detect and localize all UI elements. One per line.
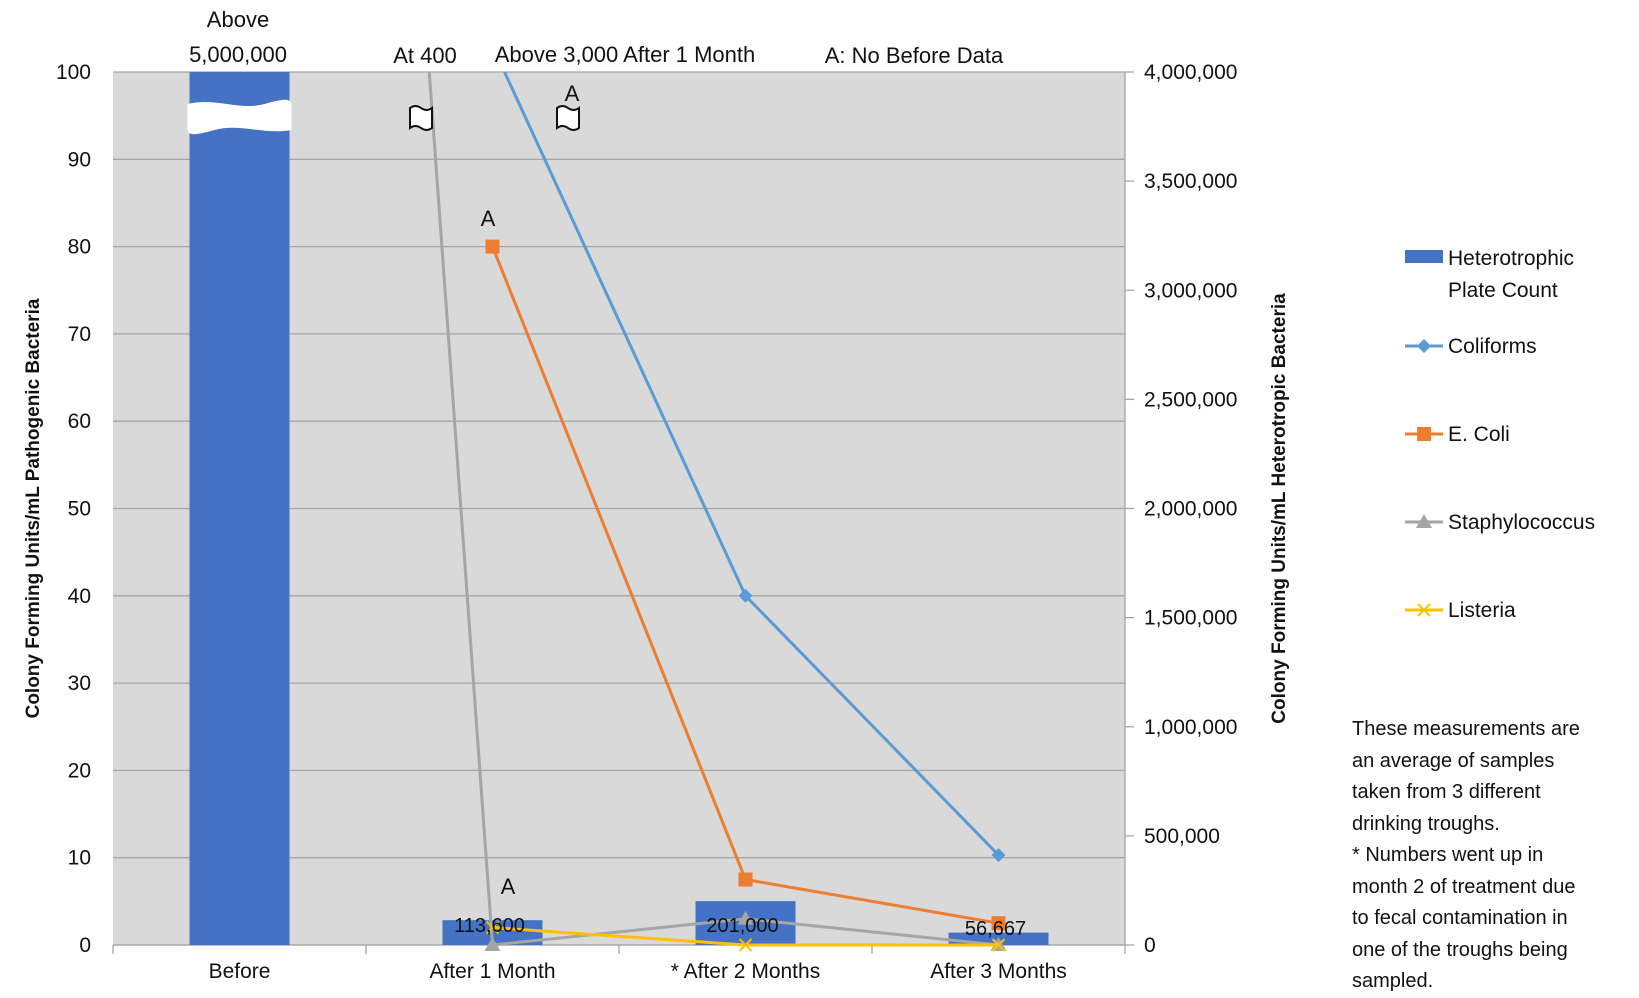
left-tick-label: 20 bbox=[68, 759, 91, 782]
point-marker bbox=[738, 938, 753, 952]
bar-data-labels: 113,600 201,000 56,667 bbox=[454, 915, 1026, 940]
axis-break-mark bbox=[187, 99, 292, 135]
category-label: After 1 Month bbox=[429, 960, 555, 983]
point-marker bbox=[485, 239, 500, 254]
line-series-group bbox=[485, 920, 1006, 952]
left-tick-label: 70 bbox=[68, 323, 91, 346]
point-marker bbox=[991, 916, 1006, 931]
right-tick-label: 2,500,000 bbox=[1144, 388, 1237, 411]
point-marker bbox=[738, 588, 753, 603]
left-tick-label: 90 bbox=[68, 148, 91, 171]
series-line bbox=[492, 926, 999, 947]
bar-data-label: 201,000 bbox=[706, 915, 778, 937]
left-tick-label: 50 bbox=[68, 498, 91, 521]
line-series-group bbox=[485, 239, 1006, 931]
right-tick-label: 3,500,000 bbox=[1144, 170, 1237, 193]
a-listeria-annotation: A bbox=[501, 874, 516, 899]
legend-label: Coliforms bbox=[1448, 335, 1537, 358]
line-series bbox=[409, 71, 1007, 952]
legend-item: Listeria bbox=[1405, 599, 1516, 622]
coliform-annotation: Above 3,000 After 1 Month bbox=[495, 42, 756, 67]
left-tick-label: 0 bbox=[79, 934, 91, 957]
footnote-text: These measurements are an average of sam… bbox=[1352, 718, 1580, 992]
a-coliform-annotation: A bbox=[565, 81, 580, 106]
point-marker bbox=[1416, 514, 1432, 528]
legend: Heterotrophic Plate Count Coliforms E. Coli… bbox=[1405, 247, 1595, 622]
bar-series bbox=[187, 72, 1049, 945]
right-tick-label: 1,500,000 bbox=[1144, 607, 1237, 630]
legend-item: Heterotrophic Plate Count bbox=[1405, 247, 1574, 302]
bar-data-label: 56,667 bbox=[965, 918, 1026, 940]
series-line bbox=[491, 246, 999, 925]
left-tick-label: 30 bbox=[68, 672, 91, 695]
legend-label: Staphylococcus bbox=[1448, 511, 1595, 534]
right-tick-label: 500,000 bbox=[1144, 825, 1220, 848]
point-marker bbox=[1417, 427, 1431, 441]
legend-label: Listeria bbox=[1448, 599, 1516, 622]
before-annotation-line2: 5,000,000 bbox=[189, 42, 287, 67]
right-axis-title: Colony Forming Units/mL Heterotropic Bac… bbox=[1269, 293, 1290, 724]
left-tick-label: 10 bbox=[68, 847, 91, 870]
bar-data-label: 113,600 bbox=[454, 915, 525, 937]
staph-annotation: At 400 bbox=[393, 43, 457, 68]
line-series-group bbox=[503, 71, 1006, 863]
bar bbox=[189, 72, 290, 945]
right-axis: 0 500,000 1,000,000 1,500,000 2,000,000 2,500… bbox=[1124, 61, 1290, 957]
point-marker bbox=[484, 937, 501, 951]
category-label: After 3 Months bbox=[930, 960, 1067, 983]
category-label: Before bbox=[209, 960, 271, 983]
legend-item: E. Coli bbox=[1405, 423, 1510, 446]
right-tick-label: 0 bbox=[1144, 934, 1156, 957]
right-tick-label: 3,000,000 bbox=[1144, 279, 1237, 302]
left-axis-title: Colony Forming Units/mL Pathogenic Bacte… bbox=[23, 298, 44, 718]
category-label: * After 2 Months bbox=[671, 960, 820, 983]
point-marker bbox=[737, 910, 754, 925]
point-marker bbox=[1417, 339, 1431, 353]
left-tick-label: 100 bbox=[56, 61, 91, 84]
series-line bbox=[503, 71, 1000, 857]
category-axis: Before After 1 Month * After 2 Months After… bbox=[112, 944, 1126, 983]
legend-swatch bbox=[1405, 250, 1443, 263]
left-axis: 0 10 20 30 40 50 60 70 80 90 100 Colony Forming Uni… bbox=[23, 61, 91, 957]
point-marker bbox=[1417, 603, 1431, 617]
right-tick-label: 2,000,000 bbox=[1144, 498, 1237, 521]
point-marker bbox=[991, 938, 1006, 952]
legend-label: Heterotrophic bbox=[1448, 247, 1574, 270]
a-ecoli-annotation: A bbox=[481, 206, 496, 231]
right-tick-label: 1,000,000 bbox=[1144, 716, 1237, 739]
legend-label-line2: Plate Count bbox=[1448, 279, 1558, 302]
left-tick-label: 80 bbox=[68, 236, 91, 259]
point-marker bbox=[991, 848, 1006, 863]
legend-label: E. Coli bbox=[1448, 423, 1510, 446]
annotations: Above 5,000,000 At 400 Above 3,000 After… bbox=[189, 7, 1004, 899]
series-line bbox=[427, 71, 999, 947]
legend-item: Staphylococcus bbox=[1405, 511, 1595, 534]
left-tick-label: 60 bbox=[68, 410, 91, 433]
point-marker bbox=[738, 872, 753, 887]
key-annotation: A: No Before Data bbox=[825, 43, 1004, 68]
legend-item: Coliforms bbox=[1405, 335, 1537, 358]
point-marker bbox=[485, 920, 500, 935]
break-glyph bbox=[556, 105, 580, 131]
right-tick-label: 4,000,000 bbox=[1144, 61, 1237, 84]
break-glyph bbox=[409, 105, 433, 131]
before-annotation-line1: Above bbox=[207, 7, 269, 32]
left-tick-label: 40 bbox=[68, 585, 91, 608]
